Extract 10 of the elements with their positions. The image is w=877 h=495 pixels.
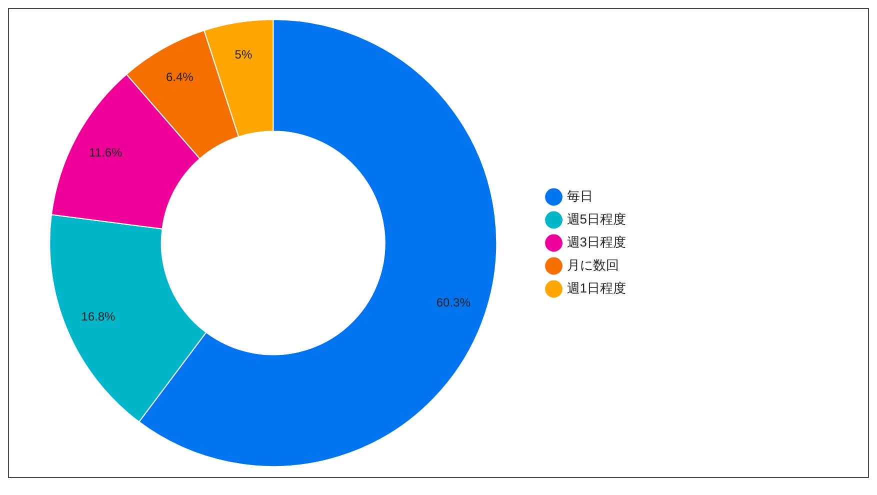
data-label: 16.8% xyxy=(81,309,116,324)
data-label: 6.4% xyxy=(166,70,194,84)
data-label: 5% xyxy=(234,48,252,62)
data-label: 11.6% xyxy=(89,146,123,160)
legend-label: 週3日程度 xyxy=(566,234,626,250)
legend-label: 週5日程度 xyxy=(566,212,626,227)
legend-label: 月に数回 xyxy=(566,258,619,273)
legend-label: 週1日程度 xyxy=(566,280,626,296)
data-label: 60.3% xyxy=(436,295,471,310)
legend-label: 毎日 xyxy=(566,188,593,204)
